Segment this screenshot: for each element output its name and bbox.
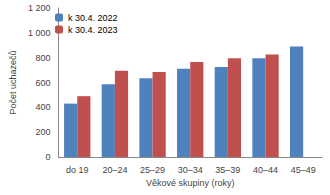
svg-text:800: 800 (35, 53, 50, 63)
svg-text:400: 400 (35, 102, 50, 112)
svg-text:40–44: 40–44 (253, 165, 278, 175)
svg-text:0: 0 (45, 152, 50, 162)
svg-text:25–29: 25–29 (140, 165, 165, 175)
svg-text:Počet uchazečů: Počet uchazečů (8, 50, 18, 114)
svg-text:45–49: 45–49 (291, 165, 316, 175)
svg-text:1 200: 1 200 (28, 3, 51, 13)
svg-text:35–39: 35–39 (215, 165, 240, 175)
svg-text:k 30.4. 2022: k 30.4. 2022 (68, 13, 118, 23)
svg-text:Věkové skupiny (roky): Věkové skupiny (roky) (146, 178, 235, 188)
svg-text:20–24: 20–24 (102, 165, 127, 175)
svg-text:do 19: do 19 (66, 165, 89, 175)
svg-text:k 30.4. 2023: k 30.4. 2023 (68, 25, 118, 35)
svg-text:600: 600 (35, 78, 50, 88)
svg-text:30–34: 30–34 (178, 165, 203, 175)
svg-text:200: 200 (35, 127, 50, 137)
svg-text:1 000: 1 000 (28, 28, 51, 38)
